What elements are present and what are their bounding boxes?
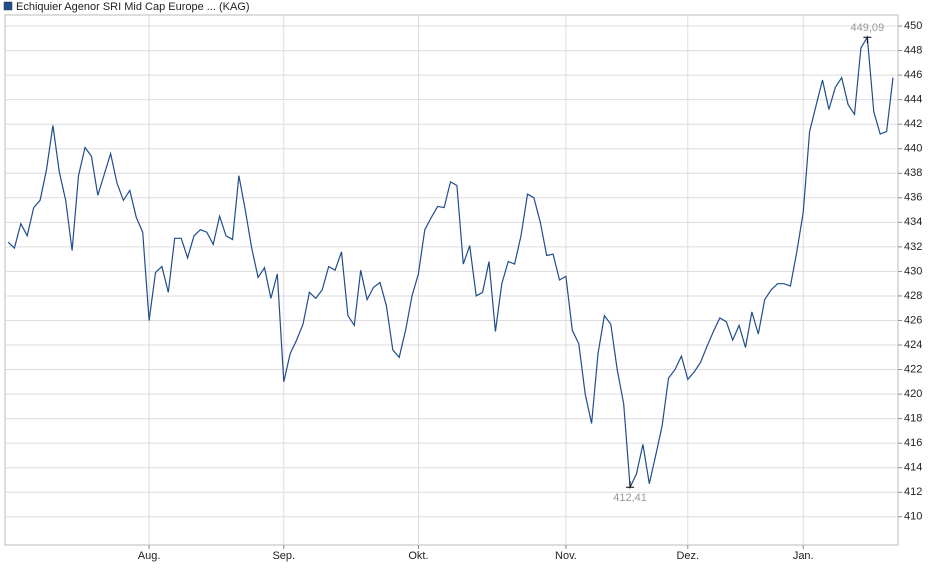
y-tick-label: 416 [904, 437, 922, 449]
min-label: 412,41 [613, 492, 647, 504]
x-tick-label: Okt. [408, 550, 428, 562]
legend-swatch [3, 1, 13, 11]
y-tick-label: 424 [904, 339, 922, 351]
y-tick-label: 444 [904, 94, 922, 106]
min-marker [626, 481, 635, 488]
max-label: 449,09 [851, 22, 885, 34]
max-marker [863, 36, 872, 44]
y-tick-label: 436 [904, 192, 922, 204]
y-tick-label: 418 [904, 413, 922, 425]
y-tick-label: 420 [904, 388, 922, 400]
y-tick-label: 440 [904, 143, 922, 155]
y-tick-label: 422 [904, 363, 922, 375]
x-tick-label: Nov. [555, 550, 577, 562]
plot-frame [4, 14, 899, 546]
y-tick-label: 428 [904, 290, 922, 302]
y-tick-label: 442 [904, 118, 922, 130]
y-tick-label: 434 [904, 216, 922, 228]
y-tick-label: 450 [904, 20, 922, 32]
series-line [7, 35, 894, 490]
x-tick-label: Jan. [793, 550, 814, 562]
y-tick-label: 410 [904, 511, 922, 523]
legend-label: Echiquier Agenor SRI Mid Cap Europe ... … [16, 1, 250, 13]
y-tick-label: 426 [904, 314, 922, 326]
x-tick-label: Dez. [676, 550, 699, 562]
y-tick-label: 430 [904, 265, 922, 277]
x-tick-label: Aug. [138, 550, 161, 562]
y-tick-label: 448 [904, 44, 922, 56]
x-tick-label: Sep. [272, 550, 295, 562]
y-tick-label: 446 [904, 69, 922, 81]
y-tick-label: 412 [904, 486, 922, 498]
y-tick-label: 432 [904, 241, 922, 253]
y-tick-label: 438 [904, 167, 922, 179]
y-tick-label: 414 [904, 462, 922, 474]
